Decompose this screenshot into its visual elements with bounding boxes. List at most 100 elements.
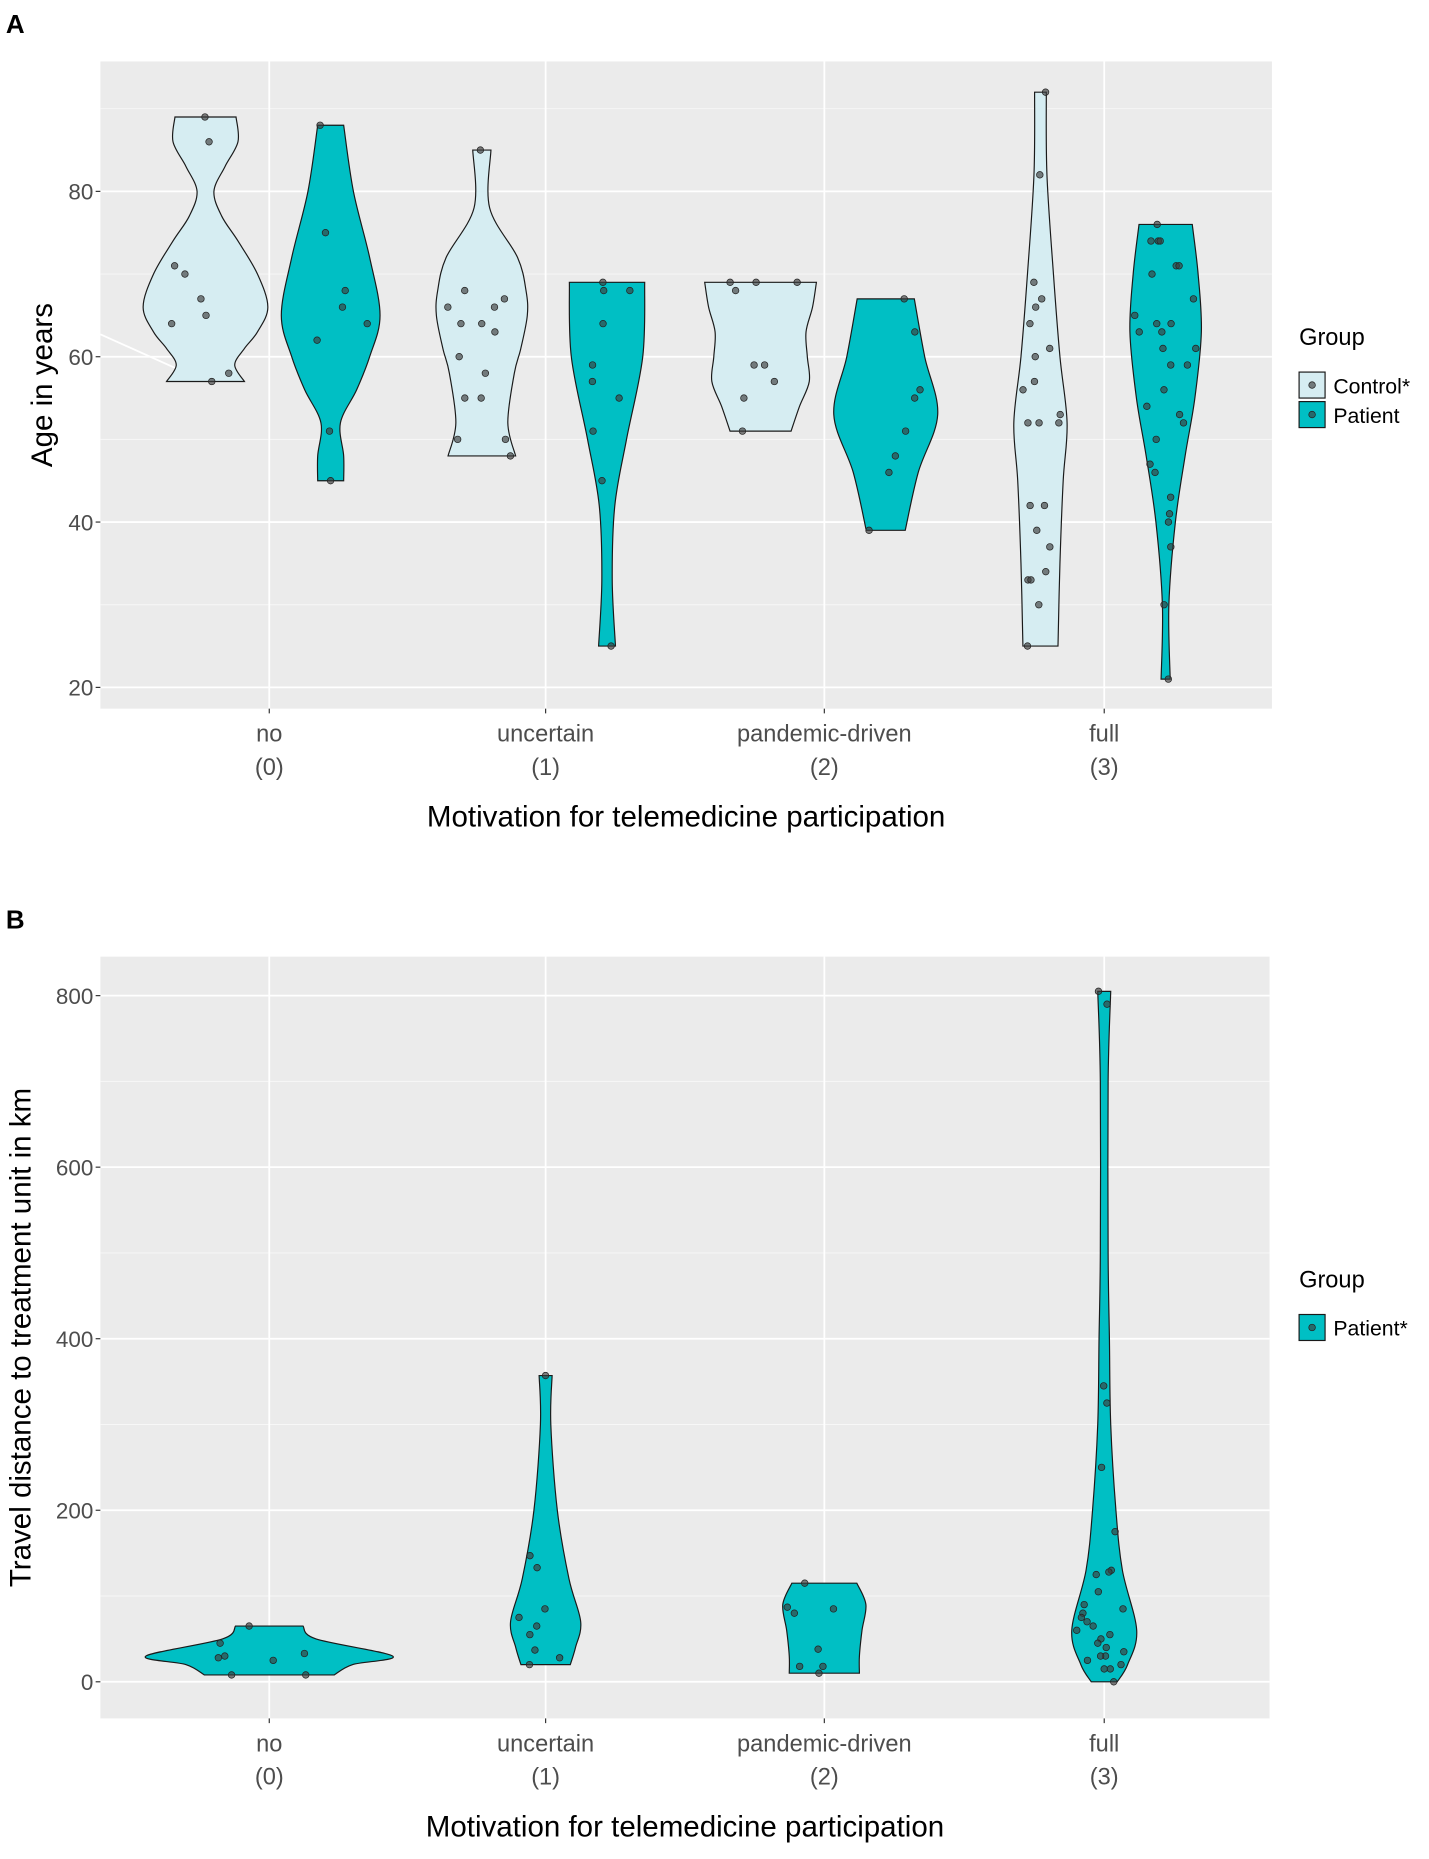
data-point — [589, 427, 597, 435]
data-point — [338, 303, 347, 311]
data-point — [1097, 1463, 1106, 1472]
data-point — [599, 319, 607, 328]
data-point — [731, 286, 740, 295]
data-point — [1033, 526, 1041, 534]
data-point — [1110, 1678, 1118, 1686]
y-tick-label: 20 — [68, 676, 93, 701]
data-point — [752, 278, 760, 286]
data-point — [1026, 501, 1034, 510]
legend-key-point — [1308, 1323, 1316, 1332]
data-point — [1153, 319, 1161, 328]
y-axis-title: Age in years — [26, 303, 59, 467]
data-point — [481, 369, 490, 377]
data-point — [170, 262, 179, 270]
data-point — [738, 427, 747, 435]
x-tick-label: full — [1089, 722, 1119, 748]
data-point — [1189, 295, 1198, 303]
data-point — [1102, 1643, 1110, 1652]
data-point — [167, 319, 176, 328]
data-point — [1055, 419, 1063, 427]
data-point — [500, 295, 509, 303]
data-point — [1164, 675, 1173, 683]
data-point — [1094, 1588, 1102, 1596]
violin-patient — [280, 124, 381, 482]
legend-key-point — [1308, 381, 1316, 389]
data-point — [1046, 543, 1054, 551]
y-axis-title: Travel distance to treatment unit in km — [5, 1088, 38, 1587]
data-point — [1077, 1613, 1086, 1622]
data-point — [1151, 468, 1159, 477]
data-point — [1100, 1665, 1108, 1673]
data-point — [1146, 460, 1154, 468]
data-point — [1073, 1626, 1081, 1634]
data-point — [490, 303, 499, 311]
x-tick-sublabel: (2) — [810, 1765, 839, 1791]
data-point — [1111, 1528, 1119, 1536]
data-point — [814, 1645, 822, 1653]
data-point — [1103, 1000, 1111, 1008]
data-point — [1156, 237, 1164, 245]
violin-patient — [568, 281, 646, 647]
data-point — [326, 477, 335, 485]
data-point — [1035, 419, 1043, 427]
data-point — [815, 1669, 823, 1677]
data-point — [515, 1613, 523, 1622]
x-axis-title: Motivation for telemedicine participatio… — [426, 1811, 944, 1844]
data-point — [599, 278, 607, 286]
legend-title: Group — [1299, 1267, 1365, 1293]
data-point — [916, 386, 924, 394]
data-point — [1026, 319, 1034, 328]
data-point — [531, 1646, 539, 1654]
data-point — [1167, 543, 1175, 551]
y-tick-label: 60 — [68, 345, 93, 370]
data-point — [1019, 386, 1027, 394]
y-tick-label: 800 — [56, 984, 93, 1009]
data-point — [1160, 601, 1168, 609]
data-point — [1031, 353, 1039, 361]
data-point — [911, 328, 919, 336]
x-axis-title: Motivation for telemedicine participatio… — [427, 801, 945, 834]
data-point — [1183, 361, 1192, 369]
y-tick-label: 0 — [81, 1670, 93, 1695]
x-tick-label: pandemic-driven — [737, 1731, 912, 1757]
data-point — [1024, 419, 1032, 427]
data-point — [1119, 1605, 1127, 1613]
x-tick-label: no — [256, 722, 282, 748]
data-point — [526, 1630, 534, 1639]
x-tick-label: pandemic-driven — [737, 722, 912, 748]
data-point — [341, 286, 349, 295]
data-point — [1153, 220, 1161, 229]
data-point — [541, 1605, 549, 1613]
data-point — [1148, 270, 1156, 278]
data-point — [197, 295, 205, 303]
data-point — [457, 319, 465, 328]
data-point — [891, 452, 900, 460]
data-point — [829, 1605, 838, 1613]
data-point — [1120, 1648, 1128, 1656]
x-tick-label: no — [256, 1731, 282, 1757]
data-point — [1038, 295, 1046, 303]
violin-patient — [509, 1375, 582, 1666]
data-point — [316, 121, 324, 129]
data-point — [901, 427, 910, 435]
data-point — [1032, 303, 1040, 311]
x-tick-label: uncertain — [497, 1731, 594, 1757]
data-point — [1143, 402, 1151, 410]
x-tick-label: full — [1089, 1731, 1119, 1757]
data-point — [598, 477, 606, 485]
data-point — [1041, 88, 1050, 96]
data-point — [1094, 987, 1103, 996]
data-point — [1100, 1382, 1108, 1390]
data-point — [1175, 410, 1184, 419]
data-point — [461, 286, 469, 295]
data-point — [900, 295, 908, 303]
x-tick-label: uncertain — [497, 722, 594, 748]
data-point — [885, 468, 893, 477]
y-tick-label: 80 — [68, 180, 93, 205]
data-point — [1027, 576, 1035, 584]
data-point — [1192, 344, 1200, 353]
data-point — [1030, 377, 1039, 386]
data-point — [795, 1662, 804, 1671]
legend-title: Group — [1299, 325, 1365, 351]
